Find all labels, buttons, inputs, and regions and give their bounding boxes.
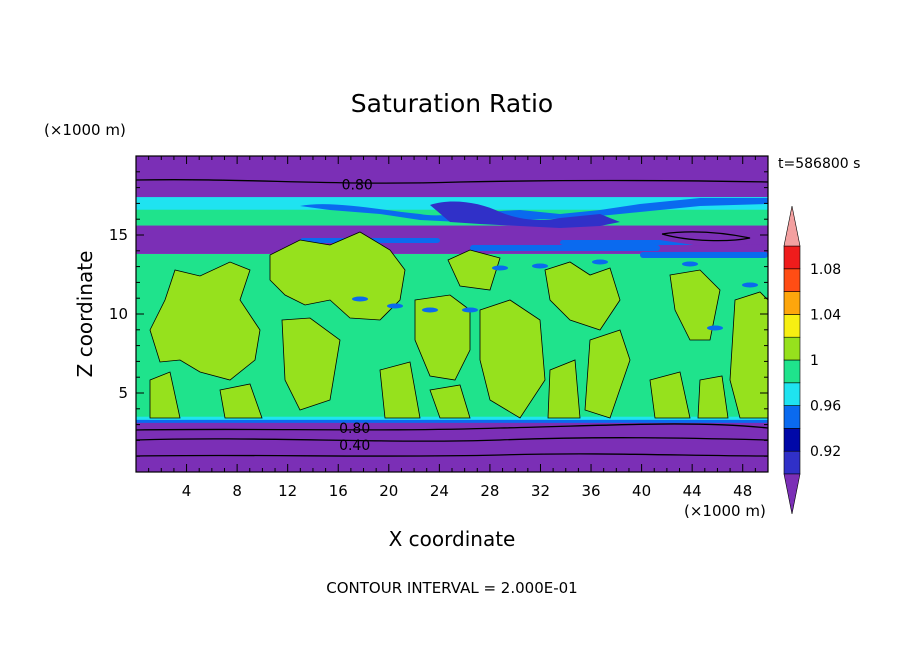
colorbar-tick-label: 1.04	[810, 307, 841, 323]
y-unit-label: (×1000 m)	[44, 121, 126, 139]
blue-cell-8	[742, 282, 758, 288]
time-label: t=586800 s	[778, 156, 860, 172]
supersat-patch-5	[479, 299, 546, 419]
contour-fill	[136, 156, 768, 472]
x-tick-label: 12	[278, 482, 297, 500]
colorbar-segment-8	[783, 268, 801, 292]
supersat-patch-6	[544, 261, 621, 331]
upper-blue-streak	[300, 198, 768, 222]
supersat-patch-9	[729, 291, 768, 419]
colorbar-segment-5	[783, 336, 801, 361]
contour-line-0	[136, 179, 768, 184]
supersat-patch-3	[414, 294, 471, 381]
x-tick-label: 40	[632, 482, 651, 500]
colorbar-tick-label: 1.08	[810, 262, 841, 278]
x-tick-label: 28	[480, 482, 499, 500]
upper-dark-streak	[430, 201, 620, 228]
supersat-patch-10	[149, 371, 181, 419]
blue-cell-9	[682, 261, 698, 267]
blue-cell-7	[707, 325, 723, 331]
y-axis-label: Z coordinate	[73, 251, 97, 378]
supersat-patch-14	[547, 359, 581, 419]
mid-streak-2	[640, 252, 768, 258]
colorbar-tick-label: 1	[810, 353, 819, 369]
contour-line-2	[136, 437, 768, 442]
contour-interval-footer: CONTOUR INTERVAL = 2.000E-01	[326, 579, 577, 597]
blue-cell-0	[352, 296, 368, 302]
supersat-patch-0	[149, 261, 261, 381]
blue-cell-1	[387, 303, 403, 309]
y-tick-label: 15	[109, 226, 128, 244]
x-tick-label: 32	[531, 482, 550, 500]
colorbar: 0.92 0.96 1 1.04 1.08	[783, 205, 841, 515]
colorbar-segment-6	[783, 314, 801, 338]
x-tick-label: 36	[581, 482, 600, 500]
supersat-patch-16	[697, 375, 729, 419]
y-tick-label: 10	[109, 305, 128, 323]
supersat-patch-8	[669, 269, 721, 341]
x-axis: 4 8 12 16 20 24 28 32 36 40 44 48	[148, 156, 756, 500]
contour-label-2: 0.40	[339, 438, 370, 454]
contour-labels: 0.800.800.40	[339, 177, 373, 454]
blue-cell-4	[492, 265, 508, 271]
colorbar-segment-1	[783, 428, 801, 452]
colorbar-segment-4	[783, 359, 801, 384]
colorbar-segment-0	[783, 450, 801, 475]
blue-cell-6	[592, 259, 608, 265]
contour-lines	[136, 179, 768, 457]
chart-title: Saturation Ratio	[351, 89, 553, 118]
contour-line-1	[136, 423, 768, 431]
supersat-patch-11	[219, 383, 263, 419]
colorbar-bottom-arrow	[783, 473, 801, 515]
supersat-patch-1	[269, 231, 406, 321]
colorbar-segment-9	[783, 245, 801, 270]
supersat-patch-2	[281, 317, 341, 411]
mid-streak-0	[470, 245, 660, 251]
x-tick-label: 16	[329, 482, 348, 500]
x-tick-label: 4	[182, 482, 192, 500]
colorbar-segment-3	[783, 382, 801, 406]
contour-label-0: 0.80	[342, 177, 373, 193]
supersat-patch-15	[649, 371, 691, 419]
x-tick-label: 24	[430, 482, 449, 500]
blue-cell-2	[422, 307, 438, 313]
x-tick-label: 8	[232, 482, 242, 500]
x-axis-label: X coordinate	[389, 527, 516, 551]
blue-cell-5	[532, 263, 548, 269]
lower-blue-edge	[136, 419, 768, 423]
blue-cell-3	[462, 307, 478, 313]
y-tick-label: 5	[118, 384, 128, 402]
colorbar-segment-2	[783, 405, 801, 429]
x-tick-label: 20	[379, 482, 398, 500]
supersat-patch-4	[447, 249, 501, 291]
colorbar-segment-7	[783, 291, 801, 315]
colorbar-tick-label: 0.96	[810, 399, 841, 415]
x-tick-label: 48	[733, 482, 752, 500]
contour-label-1: 0.80	[339, 421, 370, 437]
x-tick-label: 44	[683, 482, 702, 500]
colorbar-top-arrow	[783, 205, 801, 247]
contour-line-3	[136, 453, 768, 457]
contour-line-4	[661, 231, 751, 242]
supersat-patch-13	[429, 384, 471, 419]
y-axis: 5 10 15	[109, 171, 768, 457]
supersat-patch-12	[379, 361, 421, 419]
band-5	[136, 156, 768, 201]
supersat-patch-7	[584, 329, 631, 419]
x-unit-label: (×1000 m)	[684, 502, 766, 520]
colorbar-tick-label: 0.92	[810, 444, 841, 460]
